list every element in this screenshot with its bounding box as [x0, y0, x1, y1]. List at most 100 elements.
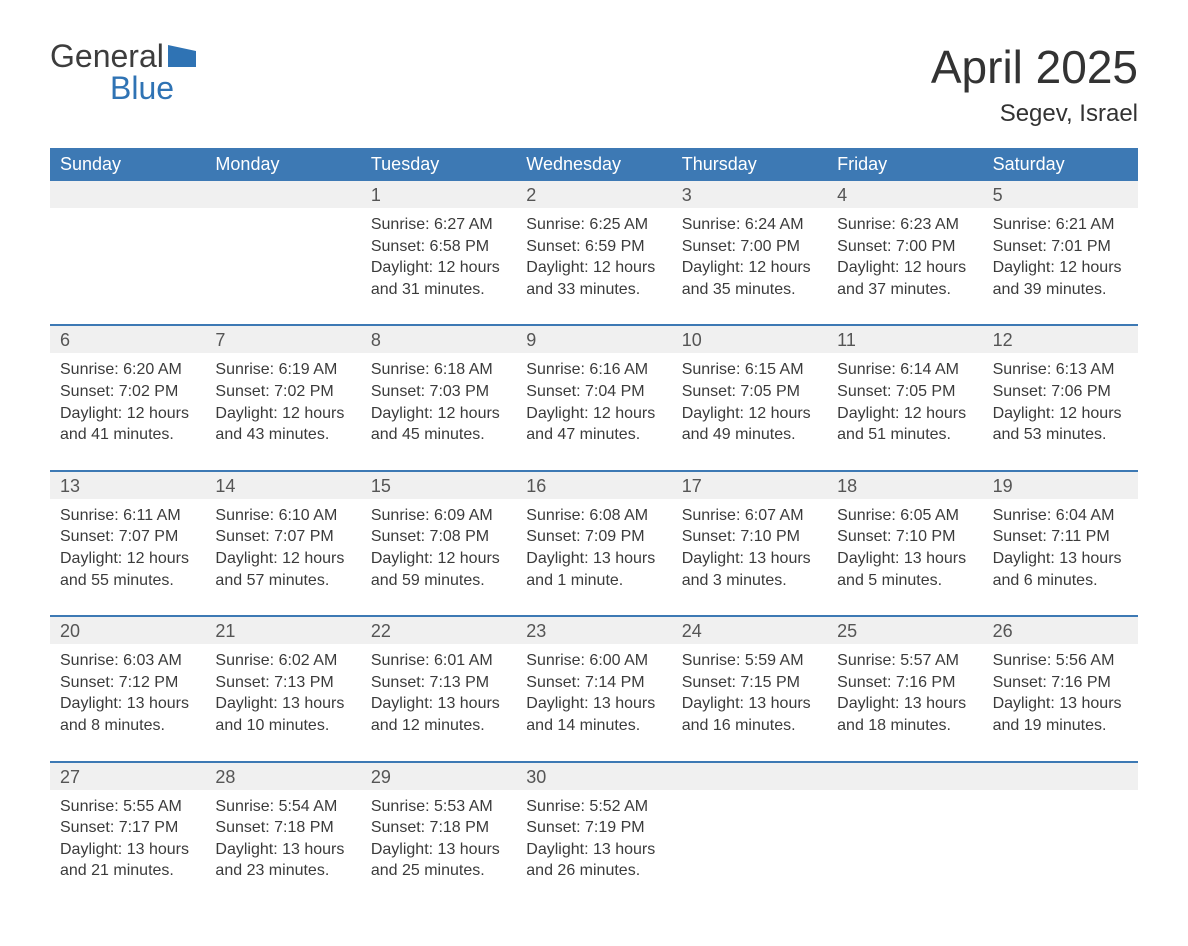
day-cell: Sunrise: 5:54 AMSunset: 7:18 PMDaylight:…: [205, 790, 360, 906]
day-cell: Sunrise: 6:15 AMSunset: 7:05 PMDaylight:…: [672, 353, 827, 469]
content-row: Sunrise: 6:20 AMSunset: 7:02 PMDaylight:…: [50, 353, 1138, 469]
day-number: 18: [827, 472, 982, 499]
day-line: Sunrise: 5:54 AM: [215, 796, 350, 818]
day-cell: Sunrise: 6:02 AMSunset: 7:13 PMDaylight:…: [205, 644, 360, 760]
day-number: 4: [827, 181, 982, 208]
day-line: Sunset: 7:18 PM: [215, 817, 350, 839]
day-number: 14: [205, 472, 360, 499]
day-line: Sunset: 6:59 PM: [526, 236, 661, 258]
day-line: Sunset: 7:18 PM: [371, 817, 506, 839]
day-line: Daylight: 12 hours: [526, 257, 661, 279]
day-number: [672, 763, 827, 790]
week-block: 12345Sunrise: 6:27 AMSunset: 6:58 PMDayl…: [50, 181, 1138, 324]
day-line: Daylight: 13 hours: [371, 693, 506, 715]
day-line: Sunrise: 6:13 AM: [993, 359, 1128, 381]
day-line: and 14 minutes.: [526, 715, 661, 737]
day-line: Sunset: 7:00 PM: [682, 236, 817, 258]
day-line: Daylight: 13 hours: [526, 839, 661, 861]
day-line: Daylight: 12 hours: [215, 403, 350, 425]
day-line: and 57 minutes.: [215, 570, 350, 592]
day-cell: Sunrise: 6:19 AMSunset: 7:02 PMDaylight:…: [205, 353, 360, 469]
day-line: Sunset: 7:02 PM: [215, 381, 350, 403]
day-line: Daylight: 12 hours: [371, 257, 506, 279]
day-cell: Sunrise: 5:57 AMSunset: 7:16 PMDaylight:…: [827, 644, 982, 760]
day-number: 24: [672, 617, 827, 644]
day-line: Daylight: 13 hours: [215, 693, 350, 715]
day-line: Sunset: 7:05 PM: [682, 381, 817, 403]
day-cell: Sunrise: 6:14 AMSunset: 7:05 PMDaylight:…: [827, 353, 982, 469]
content-row: Sunrise: 6:27 AMSunset: 6:58 PMDaylight:…: [50, 208, 1138, 324]
day-line: Daylight: 13 hours: [60, 693, 195, 715]
day-line: and 16 minutes.: [682, 715, 817, 737]
content-row: Sunrise: 5:55 AMSunset: 7:17 PMDaylight:…: [50, 790, 1138, 906]
day-line: Daylight: 12 hours: [60, 403, 195, 425]
day-cell: Sunrise: 5:59 AMSunset: 7:15 PMDaylight:…: [672, 644, 827, 760]
day-line: Daylight: 12 hours: [60, 548, 195, 570]
day-line: Sunrise: 6:00 AM: [526, 650, 661, 672]
day-line: Sunrise: 6:16 AM: [526, 359, 661, 381]
day-number: 17: [672, 472, 827, 499]
day-line: Sunset: 7:10 PM: [682, 526, 817, 548]
day-line: Sunset: 7:04 PM: [526, 381, 661, 403]
day-line: Sunrise: 6:08 AM: [526, 505, 661, 527]
day-line: and 41 minutes.: [60, 424, 195, 446]
day-line: Sunrise: 6:05 AM: [837, 505, 972, 527]
day-number: [827, 763, 982, 790]
day-line: and 43 minutes.: [215, 424, 350, 446]
day-cell: Sunrise: 6:25 AMSunset: 6:59 PMDaylight:…: [516, 208, 671, 324]
day-line: and 12 minutes.: [371, 715, 506, 737]
day-line: Daylight: 13 hours: [682, 693, 817, 715]
day-line: Sunrise: 6:23 AM: [837, 214, 972, 236]
day-number: 28: [205, 763, 360, 790]
day-cell: Sunrise: 5:55 AMSunset: 7:17 PMDaylight:…: [50, 790, 205, 906]
day-cell: [983, 790, 1138, 906]
day-cell: Sunrise: 6:00 AMSunset: 7:14 PMDaylight:…: [516, 644, 671, 760]
day-cell: Sunrise: 5:56 AMSunset: 7:16 PMDaylight:…: [983, 644, 1138, 760]
day-line: Sunset: 7:16 PM: [993, 672, 1128, 694]
day-line: Sunrise: 6:09 AM: [371, 505, 506, 527]
day-line: Sunrise: 5:57 AM: [837, 650, 972, 672]
day-line: Daylight: 13 hours: [526, 693, 661, 715]
content-row: Sunrise: 6:11 AMSunset: 7:07 PMDaylight:…: [50, 499, 1138, 615]
day-line: and 19 minutes.: [993, 715, 1128, 737]
day-line: Sunrise: 6:02 AM: [215, 650, 350, 672]
day-line: Sunrise: 5:59 AM: [682, 650, 817, 672]
day-cell: [827, 790, 982, 906]
day-line: Sunset: 6:58 PM: [371, 236, 506, 258]
day-cell: Sunrise: 6:11 AMSunset: 7:07 PMDaylight:…: [50, 499, 205, 615]
day-line: and 26 minutes.: [526, 860, 661, 882]
day-header-thursday: Thursday: [672, 148, 827, 181]
day-line: and 49 minutes.: [682, 424, 817, 446]
day-line: Daylight: 12 hours: [682, 257, 817, 279]
day-line: Daylight: 12 hours: [837, 257, 972, 279]
day-number: 27: [50, 763, 205, 790]
day-line: Daylight: 13 hours: [60, 839, 195, 861]
day-cell: Sunrise: 5:52 AMSunset: 7:19 PMDaylight:…: [516, 790, 671, 906]
day-line: Sunrise: 6:10 AM: [215, 505, 350, 527]
day-line: and 45 minutes.: [371, 424, 506, 446]
day-cell: Sunrise: 6:21 AMSunset: 7:01 PMDaylight:…: [983, 208, 1138, 324]
day-number: 8: [361, 326, 516, 353]
day-cell: Sunrise: 6:03 AMSunset: 7:12 PMDaylight:…: [50, 644, 205, 760]
day-line: Sunset: 7:07 PM: [60, 526, 195, 548]
day-number: [50, 181, 205, 208]
day-line: Sunset: 7:02 PM: [60, 381, 195, 403]
month-title: April 2025: [931, 40, 1138, 94]
day-line: Daylight: 13 hours: [526, 548, 661, 570]
day-number: [205, 181, 360, 208]
day-line: Sunset: 7:05 PM: [837, 381, 972, 403]
day-line: Sunrise: 6:21 AM: [993, 214, 1128, 236]
day-line: Sunrise: 6:14 AM: [837, 359, 972, 381]
content-row: Sunrise: 6:03 AMSunset: 7:12 PMDaylight:…: [50, 644, 1138, 760]
day-line: and 47 minutes.: [526, 424, 661, 446]
day-header-row: Sunday Monday Tuesday Wednesday Thursday…: [50, 148, 1138, 181]
day-line: Sunset: 7:19 PM: [526, 817, 661, 839]
day-line: and 55 minutes.: [60, 570, 195, 592]
day-cell: Sunrise: 6:27 AMSunset: 6:58 PMDaylight:…: [361, 208, 516, 324]
day-line: Sunrise: 5:53 AM: [371, 796, 506, 818]
day-line: and 31 minutes.: [371, 279, 506, 301]
day-line: and 51 minutes.: [837, 424, 972, 446]
day-line: and 3 minutes.: [682, 570, 817, 592]
weeks-container: 12345Sunrise: 6:27 AMSunset: 6:58 PMDayl…: [50, 181, 1138, 906]
day-line: and 25 minutes.: [371, 860, 506, 882]
